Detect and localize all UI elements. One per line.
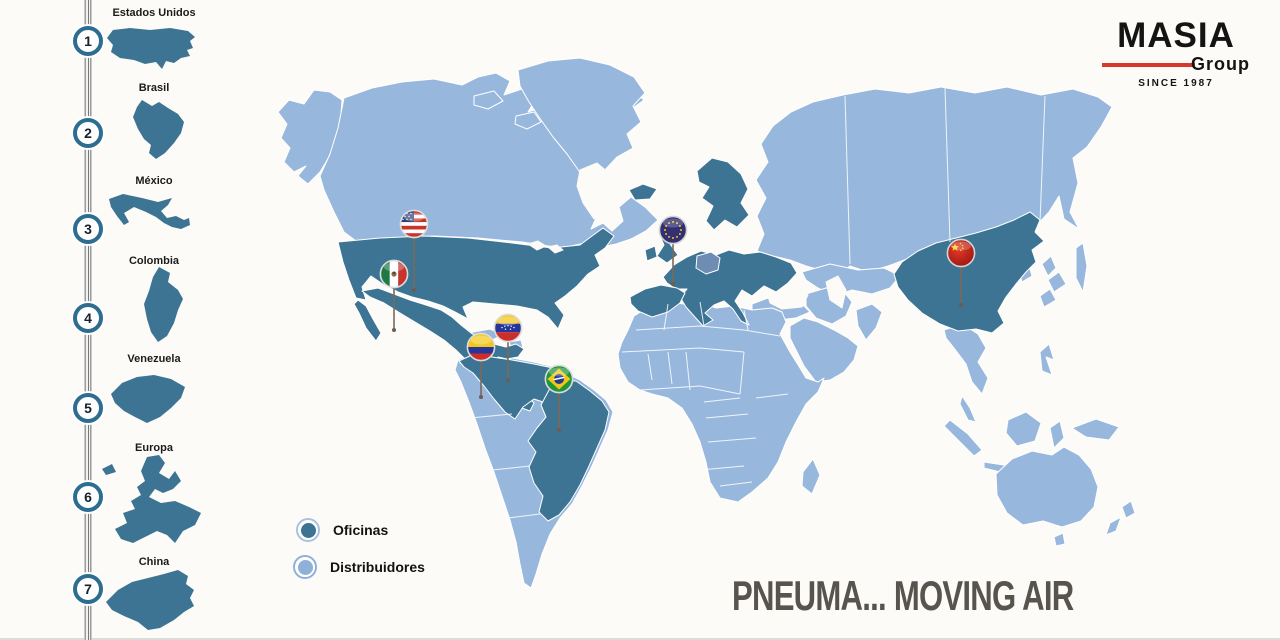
step-circle-3: 3 [73,214,103,244]
flag-pin-venezuela[interactable] [491,313,525,391]
step-circle-5: 5 [73,393,103,423]
region-pakistan [855,303,883,341]
silhouette-usa-icon [107,28,195,69]
step-number: 1 [84,33,92,49]
office-countries [337,157,1045,522]
caspian-sea [825,275,847,309]
office-marker-icon [296,518,320,542]
silhouette-venezuela-icon [111,375,185,423]
distributor-marker-icon [293,555,317,579]
logo-red-line [1102,62,1195,67]
logo-subtitle: Group [1191,54,1250,74]
country-border-lines [469,87,1046,519]
sidebar-item-china: China [138,556,170,568]
sidebar-item-colombia: Colombia [128,255,180,267]
step-circle-7: 7 [73,574,103,604]
region-new-guinea [1071,418,1120,441]
region-germany [695,251,721,275]
legend-item-oficinas: Oficinas [296,518,388,542]
region-iberia [629,284,686,318]
region-arctic-islands [473,69,645,130]
region-africa [617,301,825,503]
flag-pin-colombia[interactable] [464,332,498,408]
flag-pin-mexico[interactable] [377,259,411,340]
region-greenland [517,57,646,185]
legend-label: Distribuidores [330,559,425,575]
step-circle-4: 4 [73,303,103,333]
step-number: 5 [84,400,92,416]
region-europe-mainland [662,249,798,327]
flag-pin-brazil[interactable] [542,364,576,441]
sidebar-item-europa: Europa [135,442,173,454]
step-circle-2: 2 [73,118,103,148]
legend-label: Oficinas [333,522,389,538]
step-number: 3 [84,221,92,237]
step-circle-1: 1 [73,26,103,56]
region-brazil [527,380,610,522]
tagline: PNEUMA... MOVING AIR [732,572,1074,619]
silhouette-europe-icon [102,455,201,543]
region-china [893,211,1045,334]
hudson-bay [576,162,614,220]
region-iceland [628,183,658,201]
silhouette-brazil-icon [133,100,184,159]
region-tasmania-nz [1053,500,1136,547]
silhouette-colombia-icon [144,267,183,342]
flag-pin-usa[interactable] [397,209,431,300]
step-number: 6 [84,489,92,505]
region-se-asia [943,323,989,423]
sidebar-item-brasil: Brasil [138,82,170,94]
region-madagascar [801,458,821,495]
step-number: 4 [84,310,92,326]
water-overlays [527,162,847,310]
region-scandinavia [696,157,750,231]
great-lakes [527,240,564,254]
sidebar-item-estados-unidos: Estados Unidos [112,7,196,19]
step-number: 7 [84,581,92,597]
region-australia [995,446,1099,528]
region-usa [337,227,615,330]
step-circle-6: 6 [73,482,103,512]
silhouette-mexico-icon [109,194,190,229]
sidebar-item-venezuela: Venezuela [127,353,181,365]
logo-row: Group [1102,54,1250,75]
flag-pin-europe[interactable] [656,215,690,295]
region-arabia [789,317,859,383]
legend-item-distribuidores: Distribuidores [293,555,425,579]
region-japan-korea-sakhalin [1017,242,1088,308]
step-number: 2 [84,125,92,141]
region-alaska [277,89,343,185]
sidebar-item-mexico: México [135,175,173,187]
logo-title: MASIA [1117,16,1235,55]
black-sea [767,288,809,310]
flag-pin-china[interactable] [944,238,978,316]
silhouette-china-icon [106,570,194,630]
masia-group-logo: MASIA Group SINCE 1987 [1102,18,1250,89]
logo-since: SINCE 1987 [1138,78,1214,89]
